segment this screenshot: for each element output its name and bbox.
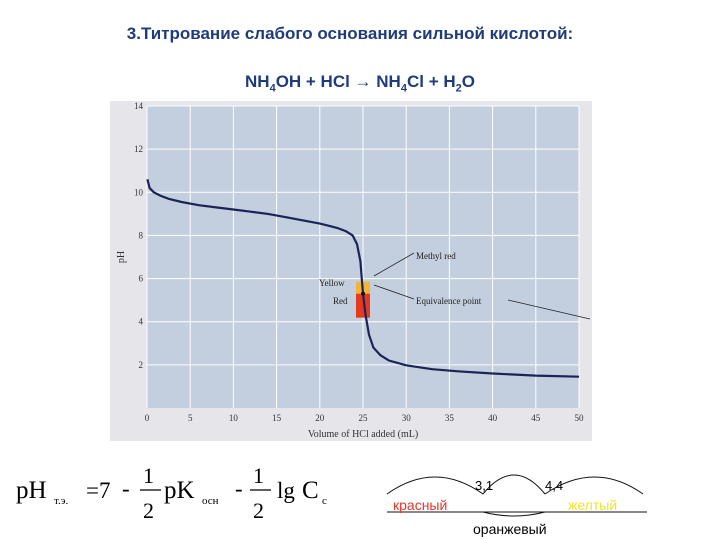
fraction-1-denominator: 2 [143, 498, 154, 523]
red-zone-arc [386, 476, 484, 495]
y-tick-label: 10 [134, 187, 144, 197]
ph-subscript: т.э. [54, 495, 68, 507]
ph-formula: pH т.э. =7 - 1 2 pK осн - 1 2 lg C с [16, 463, 327, 523]
x-tick-label: 0 [145, 413, 150, 423]
x-tick-label: 30 [402, 413, 412, 423]
equals-seven: =7 [86, 478, 110, 503]
x-tick-label: 20 [315, 413, 325, 423]
x-tick-label: 15 [272, 413, 282, 423]
x-tick-label: 10 [229, 413, 239, 423]
orange-bracket [482, 511, 546, 517]
y-tick-label: 2 [139, 360, 144, 370]
yellow-label: Yellow [319, 278, 345, 288]
transition-arc [482, 474, 546, 495]
fraction-1-numerator: 1 [143, 463, 154, 488]
y-tick-labels: 2 4 6 8 10 12 14 [134, 101, 144, 370]
fraction-2-numerator: 1 [253, 463, 264, 488]
equivalence-point-marker [361, 291, 365, 296]
lg-symbol: lg [277, 478, 295, 503]
y-tick-label: 8 [139, 230, 144, 240]
methyl-red-label: Methyl red [416, 251, 456, 261]
red-label: Red [333, 296, 348, 306]
ph-symbol: pH [16, 477, 47, 504]
x-tick-label: 50 [575, 413, 585, 423]
red-color-label: красный [393, 497, 447, 513]
ph-3-1-label: 3,1 [475, 478, 493, 493]
x-axis-label: Volume of HCl added (mL) [308, 429, 418, 440]
y-tick-label: 14 [134, 101, 144, 111]
y-tick-label: 6 [139, 274, 144, 284]
minus-sign: - [235, 476, 243, 501]
pk-subscript: осн [202, 495, 219, 507]
indicator-color-scale: 3,1 4,4 красный желтый оранжевый [386, 474, 647, 537]
y-tick-label: 12 [134, 144, 143, 154]
y-axis-label: pH [116, 251, 127, 263]
eq-subscript: 4 [269, 82, 276, 95]
concentration-subscript: с [322, 495, 327, 507]
x-tick-label: 40 [488, 413, 498, 423]
minus-sign: - [122, 476, 130, 501]
x-tick-label: 5 [188, 413, 193, 423]
yellow-color-label: желтый [568, 497, 617, 513]
fraction-2-denominator: 2 [253, 498, 264, 523]
x-tick-labels: 0 5 10 15 20 25 30 35 40 45 50 [145, 413, 584, 423]
eq-part: O [461, 72, 475, 91]
ph-4-4-label: 4,4 [545, 478, 563, 493]
reaction-equation: NH4OH + HCl → NH4Cl + H2O [0, 72, 720, 94]
eq-part: Cl + H [406, 72, 456, 91]
eq-subscript: 2 [455, 82, 462, 95]
concentration-symbol: C [302, 477, 319, 504]
y-tick-label: 4 [139, 317, 144, 327]
methyl-red-leader [373, 252, 415, 277]
titration-curve [146, 179, 580, 378]
titration-chart: 0 5 10 15 20 25 30 35 40 45 50 2 4 6 8 10 12 14 Volume o… [110, 101, 592, 441]
chart-grid [146, 105, 580, 408]
eq-part: NH [245, 72, 270, 91]
orange-color-label: оранжевый [473, 521, 547, 537]
yellow-zone-arc [544, 476, 644, 495]
indicator-red-band [356, 293, 370, 318]
equivalence-point-leader [373, 284, 415, 300]
eq-subscript: 4 [400, 82, 407, 95]
pk-symbol: pK [164, 477, 195, 504]
eq-part: OH + HCl → NH [275, 72, 401, 91]
equivalence-extension-leader [507, 299, 591, 320]
x-tick-label: 45 [531, 413, 541, 423]
equivalence-point-label: Equivalence point [416, 296, 482, 306]
x-tick-label: 25 [359, 413, 369, 423]
x-tick-label: 35 [445, 413, 455, 423]
slide-title: 3.Титрование слабого основания сильной к… [126, 24, 574, 43]
